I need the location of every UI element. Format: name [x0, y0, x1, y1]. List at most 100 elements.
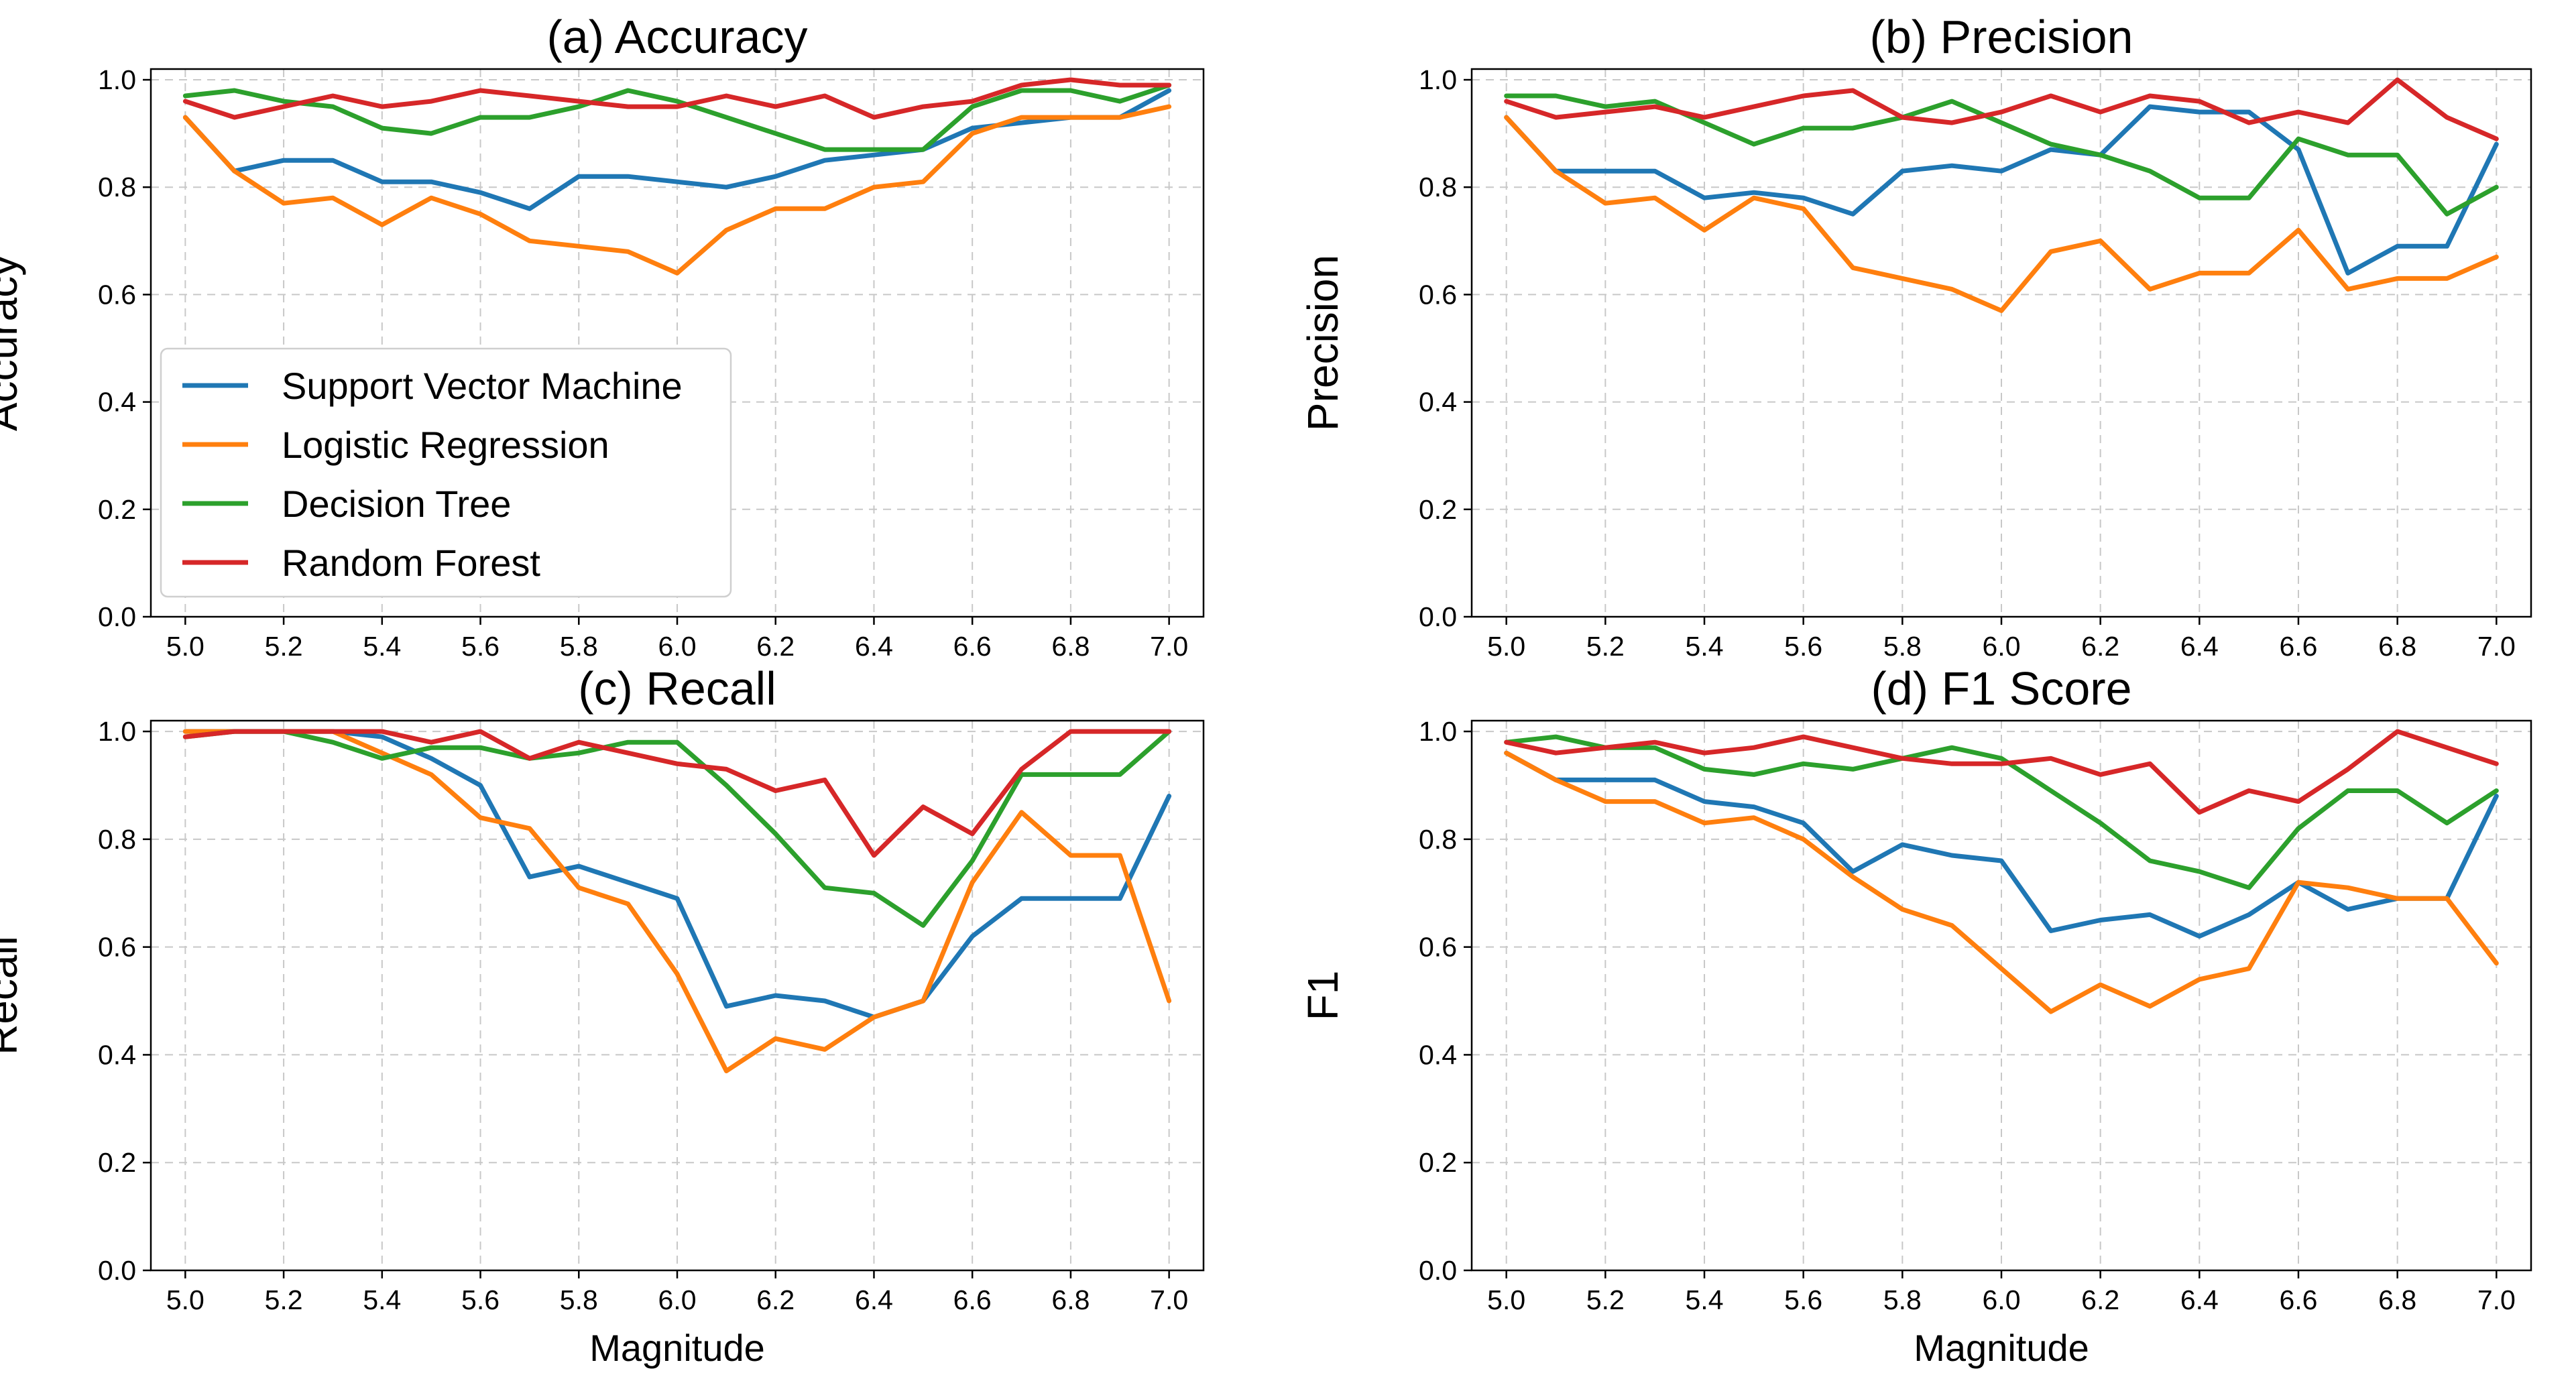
series-random-forest — [182, 77, 1172, 120]
legend-label: Random Forest — [282, 542, 540, 584]
x-tick-label: 5.0 — [1487, 631, 1525, 662]
y-tick-label: 0.8 — [1419, 172, 1457, 202]
y-tick-label: 0.4 — [98, 387, 136, 418]
x-tick-label: 6.4 — [855, 1284, 893, 1315]
x-tick-label: 6.4 — [855, 631, 893, 662]
x-tick-label: 6.4 — [2180, 1284, 2219, 1315]
x-tick-label: 5.4 — [363, 631, 401, 662]
x-tick-label: 5.6 — [1784, 1284, 1822, 1315]
y-tick-label: 0.4 — [1419, 387, 1457, 418]
legend-label: Support Vector Machine — [282, 365, 683, 407]
x-tick-label: 6.6 — [2279, 631, 2317, 662]
y-tick-label: 1.0 — [1419, 64, 1457, 95]
x-tick-label: 6.0 — [1983, 631, 2021, 662]
series-random-forest — [182, 729, 1172, 858]
x-tick-label: 6.8 — [1051, 631, 1090, 662]
x-tick-label: 7.0 — [1150, 1284, 1188, 1315]
series-random-forest — [1504, 729, 2499, 815]
x-tick-label: 5.4 — [363, 1284, 401, 1315]
x-tick-label: 5.2 — [1586, 1284, 1625, 1315]
plot-frame — [1470, 719, 2532, 1272]
x-tick-label: 5.8 — [560, 1284, 598, 1315]
y-tick-label: 0.6 — [98, 279, 136, 310]
y-tick-label: 0.8 — [1419, 824, 1457, 855]
series-logistic-regression — [182, 104, 1172, 276]
x-tick-label: 6.2 — [2081, 631, 2119, 662]
y-tick-label: 0.0 — [1419, 1255, 1457, 1286]
y-tick-label: 0.6 — [1419, 932, 1457, 963]
x-axis-label: Magnitude — [589, 1327, 765, 1369]
y-axis-label: Recall — [0, 936, 26, 1055]
x-tick-label: 6.0 — [1983, 1284, 2021, 1315]
y-tick-label: 0.8 — [98, 172, 136, 202]
x-tick-label: 5.8 — [1883, 631, 1922, 662]
x-tick-label: 6.2 — [756, 631, 795, 662]
x-tick-label: 7.0 — [2477, 631, 2516, 662]
y-tick-label: 0.6 — [98, 932, 136, 963]
y-axis-label: F1 — [1299, 971, 1347, 1021]
x-tick-label: 7.0 — [2477, 1284, 2516, 1315]
x-tick-label: 6.6 — [953, 1284, 992, 1315]
x-tick-label: 5.4 — [1686, 1284, 1724, 1315]
y-tick-label: 0.0 — [98, 1255, 136, 1286]
x-tick-label: 5.0 — [166, 1284, 204, 1315]
y-tick-label: 0.2 — [1419, 1147, 1457, 1178]
y-tick-label: 0.2 — [98, 494, 136, 525]
chart-title: (d) F1 Score — [1871, 662, 2132, 715]
x-tick-label: 7.0 — [1150, 631, 1188, 662]
legend-label: Logistic Regression — [282, 424, 609, 466]
y-tick-label: 1.0 — [1419, 716, 1457, 747]
x-tick-label: 5.2 — [1586, 631, 1625, 662]
x-tick-label: 5.2 — [265, 1284, 303, 1315]
legend-box — [160, 347, 732, 598]
chart-title: (b) Precision — [1870, 11, 2133, 63]
plot-frame — [150, 68, 1205, 618]
chart-title: (c) Recall — [578, 662, 776, 715]
x-tick-label: 6.8 — [2378, 1284, 2416, 1315]
chart-title: (a) Accuracy — [547, 11, 808, 63]
x-tick-label: 5.4 — [1686, 631, 1724, 662]
y-axis-label: Precision — [1299, 255, 1347, 431]
plot-frame — [1470, 68, 2532, 618]
x-tick-label: 6.8 — [1051, 1284, 1090, 1315]
chart-panel-4: 5.0 5.2 5.4 5.6 5.8 6.0 6.2 6.4 6.6 6.8 7.0 0.0 0.2 0… — [1299, 662, 2532, 1369]
chart-panel-1: 5.0 5.2 5.4 5.6 5.8 6.0 6.2 6.4 6.6 6.8 7.0 0.0 0.2 0… — [0, 11, 1205, 662]
x-tick-label: 6.2 — [756, 1284, 795, 1315]
x-tick-label: 6.2 — [2081, 1284, 2119, 1315]
chart-panel-2: 5.0 5.2 5.4 5.6 5.8 6.0 6.2 6.4 6.6 6.8 7.0 0.0 0.2 0… — [1299, 11, 2532, 662]
x-tick-label: 5.8 — [560, 631, 598, 662]
x-axis-label: Magnitude — [1914, 1327, 2089, 1369]
series-logistic-regression — [1504, 115, 2499, 313]
y-tick-label: 0.8 — [98, 824, 136, 855]
y-tick-label: 0.4 — [98, 1039, 136, 1070]
y-tick-label: 0.0 — [1419, 601, 1457, 632]
y-tick-label: 0.4 — [1419, 1039, 1457, 1070]
legend: Support Vector Machine Logistic Regressio… — [160, 347, 732, 598]
x-tick-label: 6.0 — [658, 631, 697, 662]
chart-panel-3: 5.0 5.2 5.4 5.6 5.8 6.0 6.2 6.4 6.6 6.8 7.0 0.0 0.2 0… — [0, 662, 1205, 1369]
y-tick-label: 0.2 — [98, 1147, 136, 1178]
x-tick-label: 5.0 — [166, 631, 204, 662]
x-tick-label: 6.4 — [2180, 631, 2219, 662]
legend-label: Decision Tree — [282, 483, 511, 525]
x-tick-label: 5.2 — [265, 631, 303, 662]
series-logistic-regression — [1504, 750, 2499, 1014]
y-tick-label: 0.0 — [98, 601, 136, 632]
x-tick-label: 5.0 — [1487, 1284, 1525, 1315]
x-tick-label: 6.6 — [953, 631, 992, 662]
y-tick-label: 1.0 — [98, 64, 136, 95]
x-tick-label: 6.8 — [2378, 631, 2416, 662]
x-tick-label: 5.6 — [461, 631, 500, 662]
y-tick-label: 0.2 — [1419, 494, 1457, 525]
x-tick-label: 6.0 — [658, 1284, 697, 1315]
x-tick-label: 5.6 — [461, 1284, 500, 1315]
x-tick-label: 5.6 — [1784, 631, 1822, 662]
y-tick-label: 0.6 — [1419, 279, 1457, 310]
plot-frame — [150, 719, 1205, 1272]
series-random-forest — [1504, 77, 2499, 141]
x-tick-label: 5.8 — [1883, 1284, 1922, 1315]
x-tick-label: 6.6 — [2279, 1284, 2317, 1315]
y-tick-label: 1.0 — [98, 716, 136, 747]
y-axis-label: Accuracy — [0, 255, 26, 431]
